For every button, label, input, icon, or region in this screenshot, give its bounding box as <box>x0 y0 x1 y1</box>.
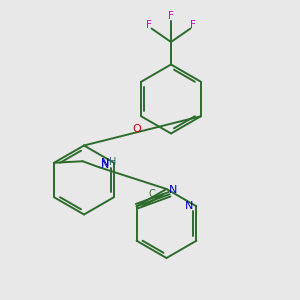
Text: H: H <box>109 157 116 167</box>
Text: F: F <box>190 20 196 30</box>
Text: N: N <box>169 185 177 195</box>
Text: F: F <box>146 20 152 30</box>
Text: N: N <box>101 160 110 170</box>
Text: C: C <box>148 189 155 199</box>
Text: F: F <box>168 11 174 21</box>
Text: O: O <box>133 124 141 134</box>
Text: N: N <box>101 158 110 168</box>
Text: N: N <box>184 201 193 211</box>
